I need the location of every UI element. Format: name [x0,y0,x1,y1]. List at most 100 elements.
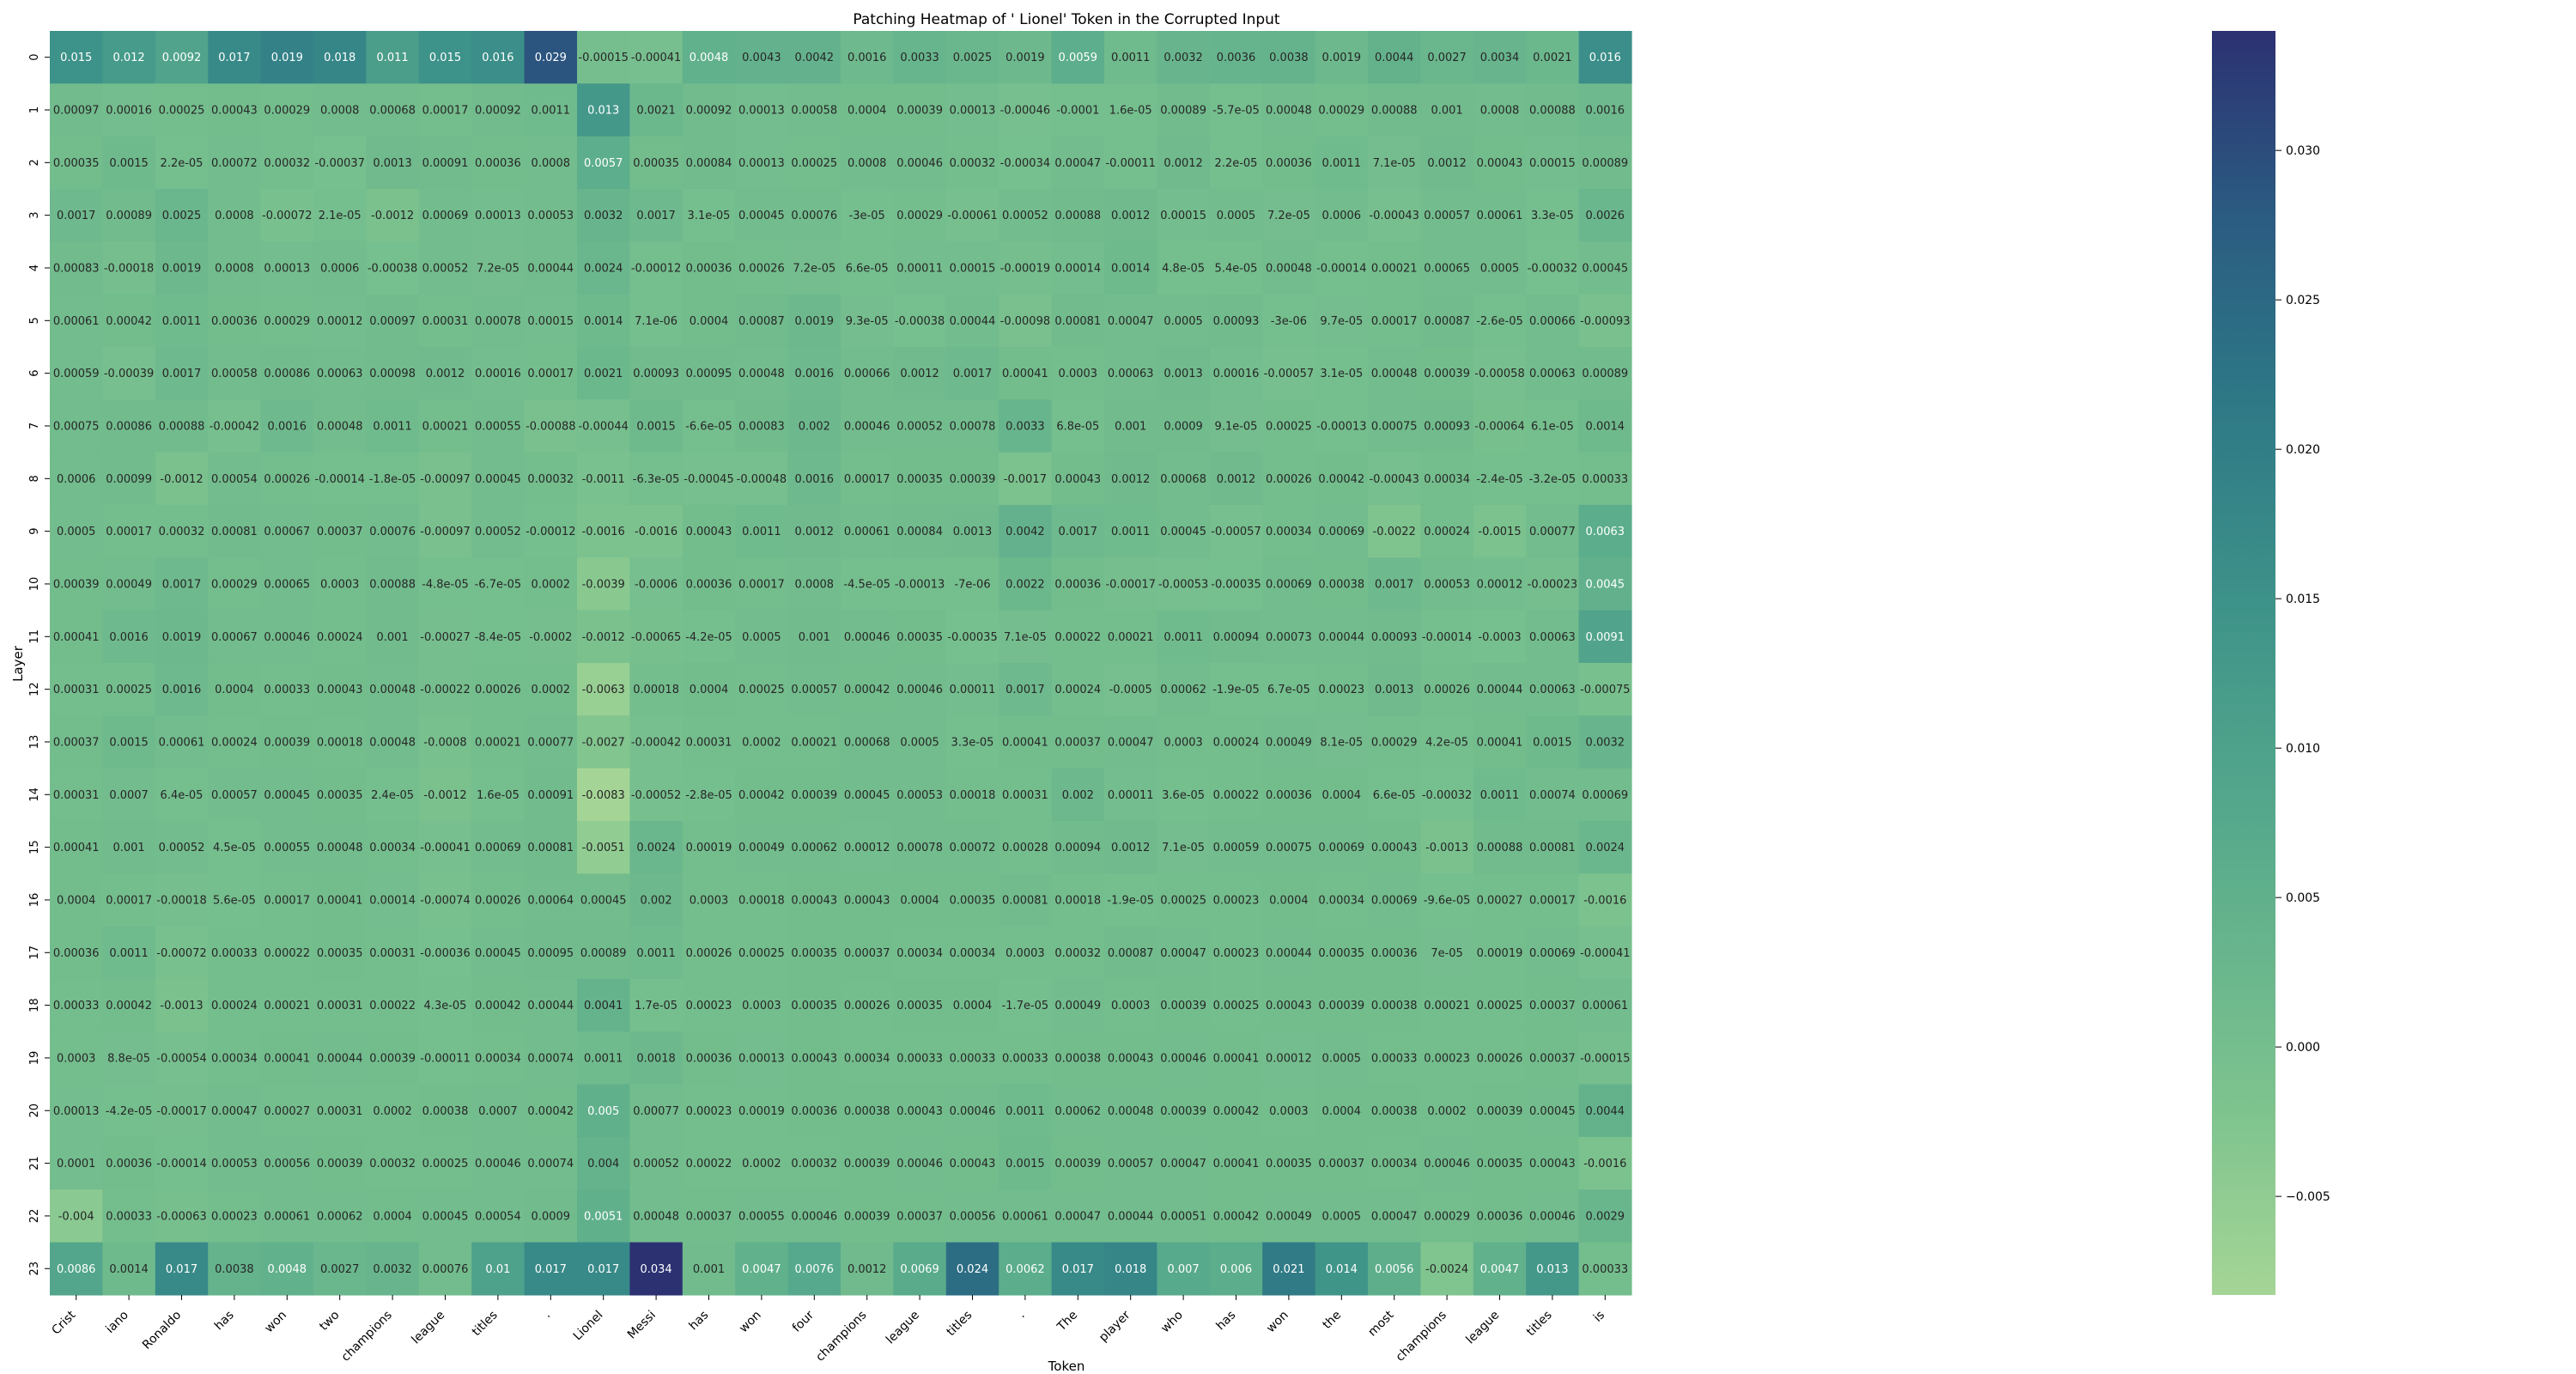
cell-label: 0.00075 [53,420,100,433]
x-tick-label: titles [944,1308,975,1339]
heatmap-cell [102,241,156,295]
cell-label: 0.00033 [264,684,310,696]
cell-label: 0.00034 [1424,473,1470,486]
cell-label: 0.017 [1062,1263,1094,1276]
heatmap-cell [366,399,420,453]
heatmap-cell [50,1136,103,1190]
heatmap-cell [841,873,894,927]
cell-label: 0.00043 [211,104,258,117]
heatmap-cell [102,873,156,927]
cell-label: 0.00069 [1318,526,1364,538]
cell-label: 0.00088 [1529,104,1576,117]
cell-label: 0.00027 [264,1105,310,1118]
cell-label: 0.0006 [320,262,360,275]
heatmap-cell [999,1031,1053,1085]
heatmap-cell [208,241,262,295]
cell-label: -0.00048 [737,473,787,486]
cell-label: 0.00048 [317,420,363,433]
cell-label: 0.00042 [1213,1105,1260,1118]
heatmap-cell [1104,1242,1157,1296]
cell-label: 0.00034 [844,1052,890,1065]
cell-label: 0.015 [429,52,461,64]
heatmap-cell [629,136,683,190]
heatmap-cell [1420,188,1474,242]
cell-label: 0.0012 [1111,842,1151,854]
cell-label: 0.00057 [791,684,837,696]
heatmap-cell [471,452,526,506]
heatmap-cell [629,926,683,980]
cell-label: 0.00015 [950,262,996,275]
heatmap-cell [1420,294,1474,348]
cell-label: -4.2e-05 [106,1105,153,1118]
heatmap-cell [102,1189,156,1243]
cell-label: 0.00041 [53,842,100,854]
cell-label: -1.9e-05 [1107,894,1154,907]
y-tick-label: 5 [28,317,41,324]
cell-label: 0.00069 [1582,789,1628,802]
cell-label: 0.00069 [1318,842,1364,854]
cell-label: 0.00048 [369,736,416,749]
cell-label: 0.00039 [53,578,100,591]
heatmap-cell [1420,715,1474,769]
cell-label: 0.00089 [580,947,627,960]
cell-label: 0.01 [485,1263,510,1276]
cell-label: 0.00093 [1424,420,1470,433]
heatmap-cell [945,820,999,874]
heatmap-cell [945,715,999,769]
heatmap-cell [1209,978,1263,1032]
cell-label: 0.00049 [1266,736,1312,749]
cell-label: 0.00029 [211,578,258,591]
cell-label: 0.00026 [475,894,521,907]
x-tick-label: has [212,1308,237,1333]
heatmap-cell [1578,1242,1632,1296]
cell-label: -0.00014 [156,1158,206,1170]
heatmap-cell [629,504,683,558]
cell-label: 0.00021 [1108,631,1154,644]
heatmap-cell [945,978,999,1032]
cell-label: 0.0005 [1163,315,1203,328]
heatmap-cell [1209,1136,1263,1190]
heatmap-cell [1209,715,1263,769]
cell-label: 0.0017 [1375,578,1414,591]
x-tick-label: . [1015,1308,1027,1320]
heatmap-cell [1104,1084,1157,1138]
y-tick-label: 16 [28,893,41,908]
cell-label: -2.8e-05 [685,789,732,802]
heatmap-cell [50,188,103,242]
heatmap-cell [155,294,209,348]
heatmap-cell [999,820,1053,874]
heatmap-cell [893,1189,947,1243]
cell-label: 0.00089 [1582,157,1628,170]
heatmap-cell [1315,768,1369,822]
cell-label: 0.00076 [791,210,837,222]
cell-label: -0.0039 [582,578,625,591]
heatmap-cell [313,294,367,348]
cell-label: 0.00036 [475,157,521,170]
cell-label: 0.011 [376,52,408,64]
heatmap-cell [1368,926,1421,980]
cell-label: 0.00025 [159,104,205,117]
cell-label: 0.00043 [791,1052,837,1065]
y-tick-label: 9 [28,527,41,534]
cell-label: 0.00078 [475,315,521,328]
cell-label: 0.0003 [690,894,729,907]
heatmap-cell [1578,452,1632,506]
cell-label: 0.00086 [264,368,310,380]
heatmap-cell [945,31,999,84]
heatmap-cell [945,1031,999,1085]
cell-label: -0.00057 [1264,368,1314,380]
cell-label: 0.00076 [369,526,416,538]
cell-label: 0.00033 [896,1052,943,1065]
cell-label: 6.7e-05 [1267,684,1310,696]
cell-label: 0.00025 [106,684,152,696]
cell-label: 0.0015 [1533,736,1572,749]
heatmap-cell [1526,1136,1580,1190]
cell-label: 2.2e-05 [161,157,204,170]
heatmap-cell [787,1242,841,1296]
heatmap-cell [787,1189,841,1243]
heatmap-cell [629,241,683,295]
heatmap-cell [1051,1242,1105,1296]
colorbar-tick-label: 0.025 [2286,294,2320,307]
cell-label: 0.00039 [369,1052,416,1065]
heatmap-cell [682,504,736,558]
